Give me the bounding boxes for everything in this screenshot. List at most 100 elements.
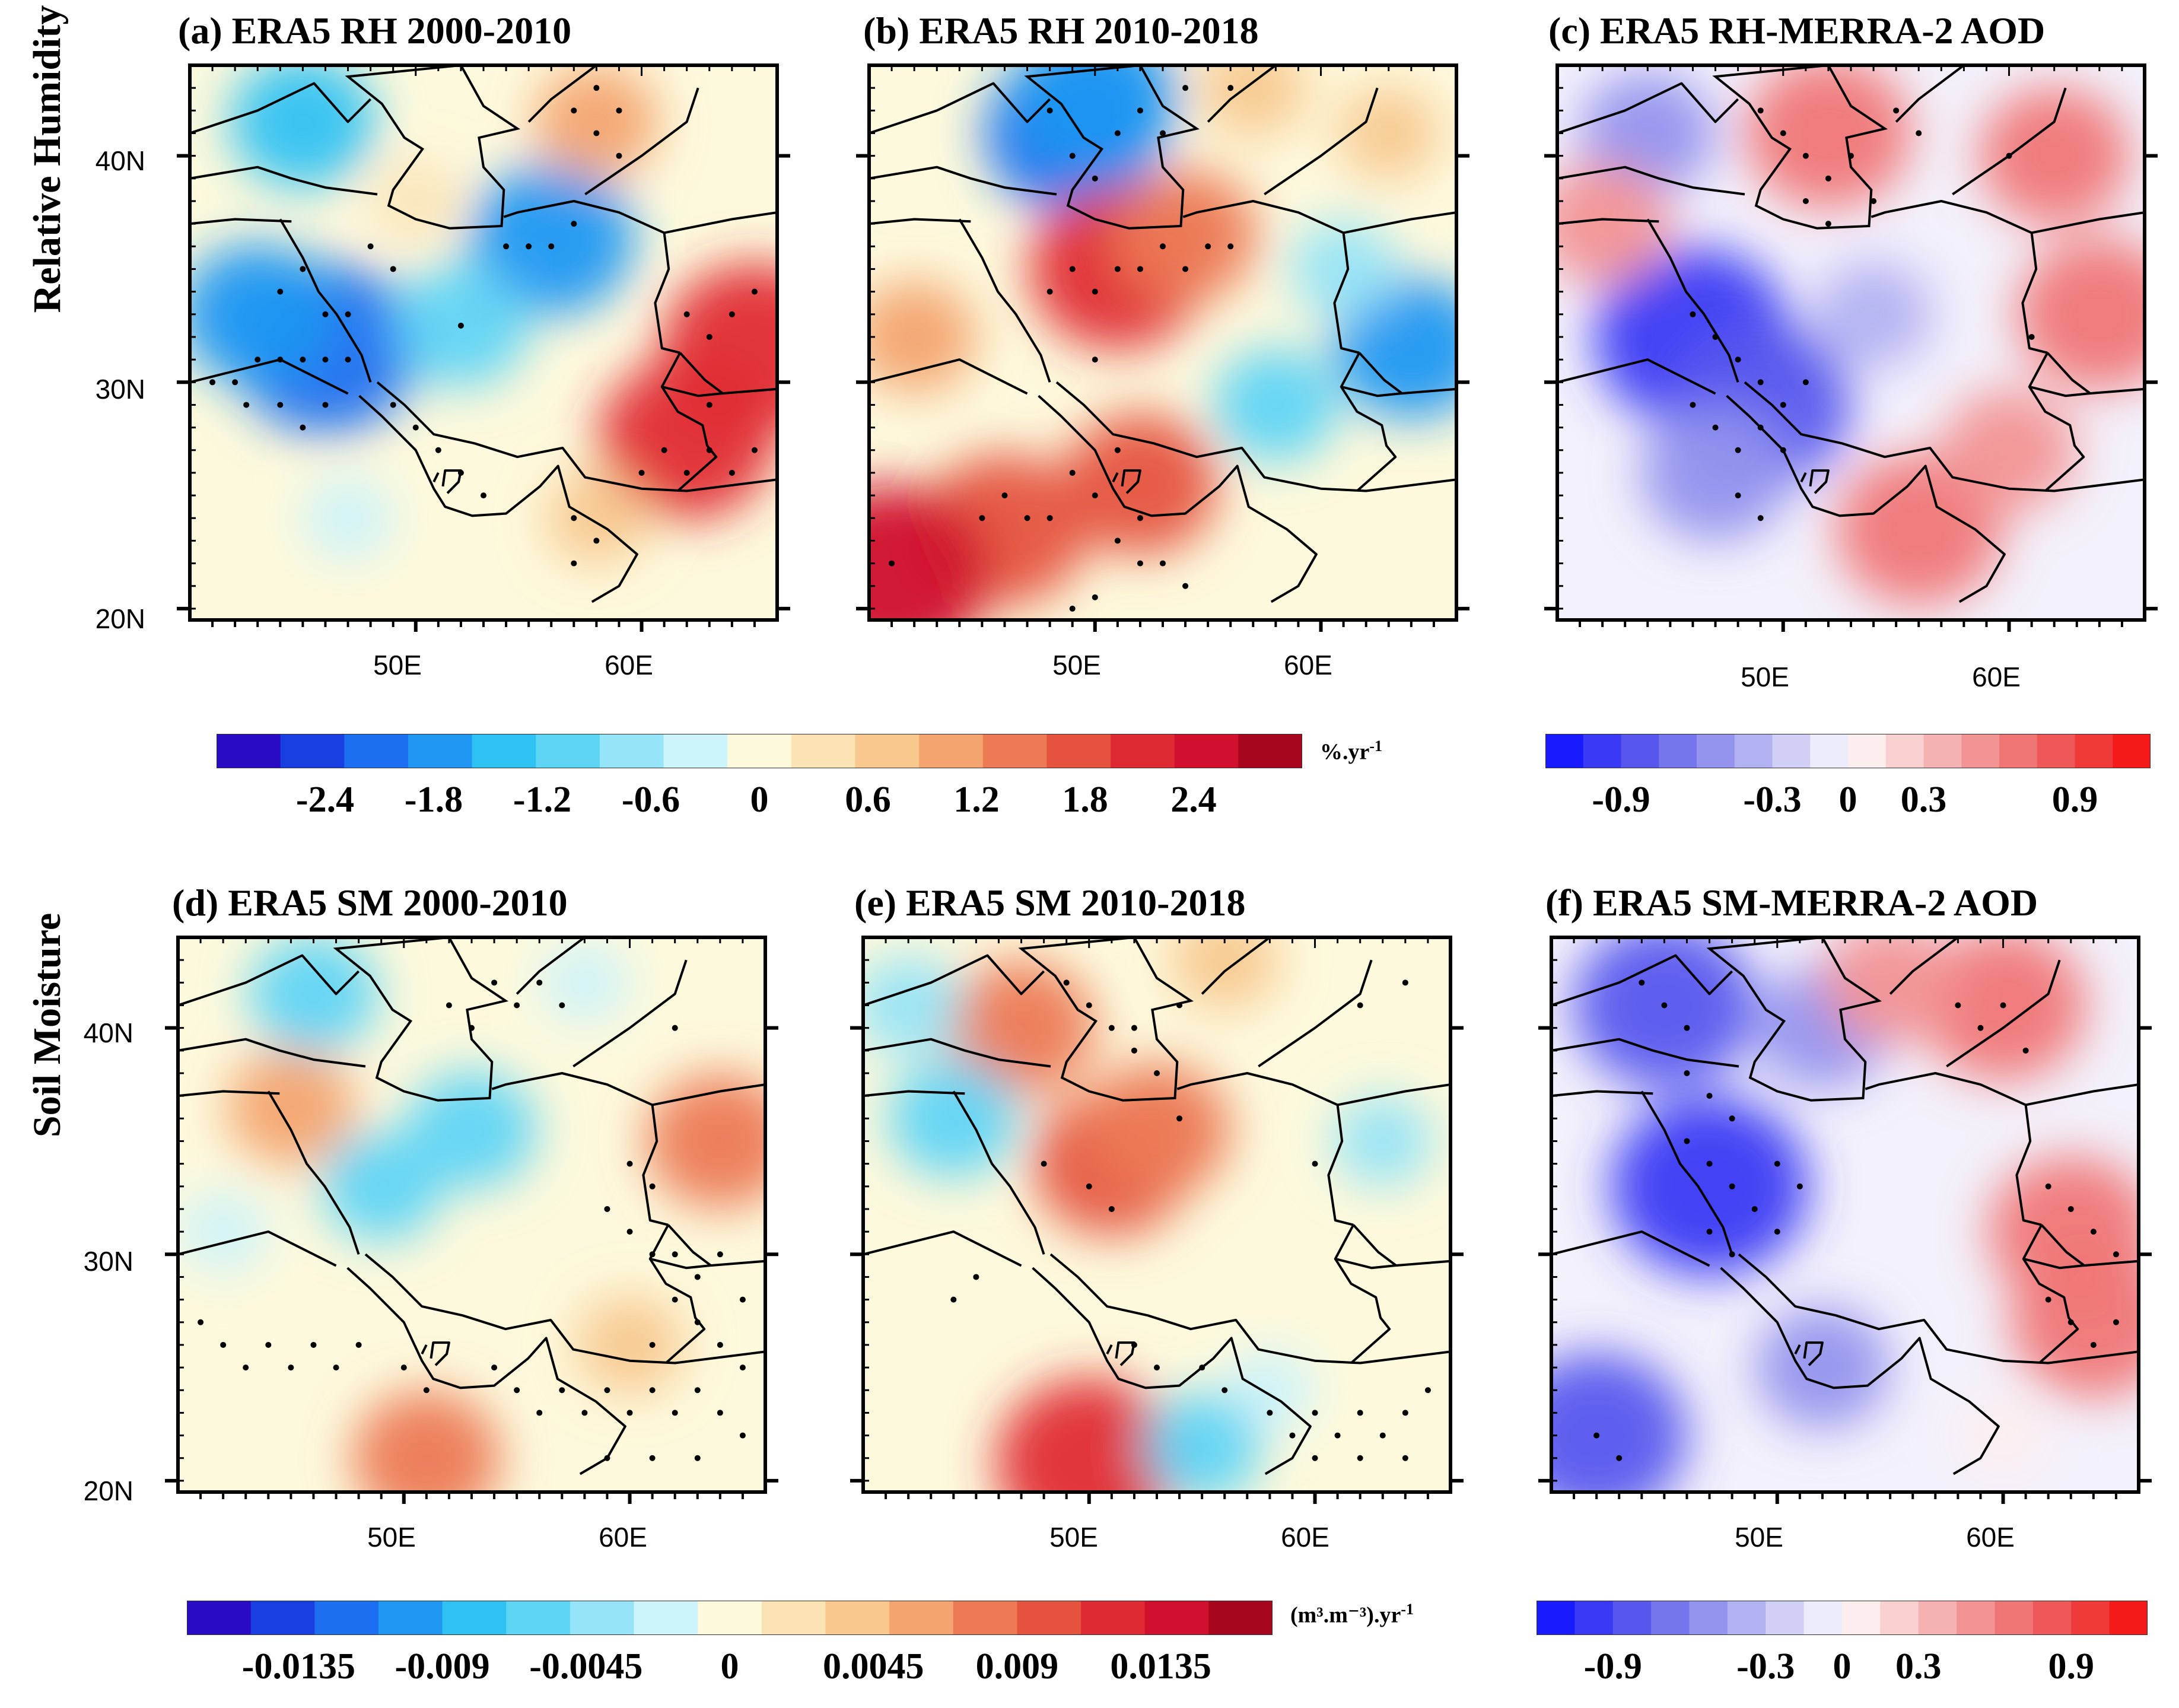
significance-dot [672,1296,678,1303]
significance-dot [1092,357,1098,363]
significance-dot [729,469,735,476]
significance-dot [277,357,284,363]
colorbar-swatch [314,1601,379,1635]
lon-label-60e-b: 60E [1284,650,1332,680]
country-border [1720,1267,2000,1475]
caspian-sea-outline [1018,937,1194,1102]
colorbar-swatch [1111,734,1175,768]
significance-dot [1108,1025,1115,1031]
country-border [1106,1344,1113,1355]
significance-dot [1751,1206,1758,1212]
anomaly-blob [575,1294,685,1395]
lon-label-60e-e: 60E [1281,1522,1329,1553]
significance-dot [694,1455,701,1461]
panel-title-a: (a) ERA5 RH 2000-2010 [178,9,572,52]
colorbar-swatch [1621,734,1659,768]
colorbar-sm-trend [187,1601,1273,1635]
colorbar-swatch [663,734,728,768]
lon-label-60e-c: 60E [1972,661,2021,692]
significance-dot [1289,1432,1296,1439]
panel-title-b: (b) ERA5 RH 2010-2018 [863,9,1259,52]
significance-dot [457,322,464,329]
anomaly-blob [889,1060,1018,1177]
significance-dot [979,515,985,521]
country-border [178,1038,366,1068]
significance-dot [1176,1002,1183,1009]
colorbar-tick-label: 0.6 [845,780,891,820]
colorbar-swatch [472,734,536,768]
significance-dot [1729,1115,1735,1122]
colorbar-tick-label: -0.0045 [529,1646,643,1687]
significance-dot [491,979,498,986]
significance-dot [300,357,306,363]
significance-dot [255,357,261,363]
significance-dot [1024,515,1030,521]
significance-dot [1706,1229,1713,1235]
colorbar-tick-label: 0 [720,1646,739,1687]
country-border [1557,218,1659,225]
significance-dot [209,379,216,386]
significance-dot [1131,1047,1137,1054]
significance-dot [1757,379,1764,386]
significance-dot [1825,175,1831,182]
significance-dot [1069,266,1076,272]
country-border [190,218,292,225]
anomaly-blob [863,955,963,1055]
significance-dot [514,1002,520,1009]
anomaly-blob [2011,1246,2139,1398]
significance-dot [2067,1319,2074,1325]
significance-dot [1069,605,1076,612]
significance-dot [536,1410,543,1416]
significance-dot [1639,979,1645,986]
significance-dot [469,1025,475,1031]
significance-dot [1092,288,1098,295]
significance-dot [243,402,250,408]
significance-dot [694,1319,701,1325]
anomaly-blob [226,1048,355,1166]
country-border [421,1344,428,1355]
country-border [178,954,360,1007]
lat-label-40n-top: 40N [95,145,145,176]
significance-dot [1312,1455,1318,1461]
country-border [1726,395,2006,603]
significance-dot [355,1341,362,1348]
significance-dot [514,1387,520,1394]
significance-dot [367,243,374,250]
colorbar-swatch [1994,1601,2034,1635]
significance-dot [1160,560,1166,567]
significance-dot [559,1387,565,1394]
anomaly-blob [178,1190,269,1273]
colorbar-swatch [2071,1601,2110,1635]
colorbar-swatch [1734,734,1773,768]
country-border [1871,200,2032,234]
colorbar-tick-label: 0 [1833,1646,1852,1687]
colorbar-tick-label: 1.8 [1062,780,1108,820]
significance-dot [1176,1115,1183,1122]
country-border [869,82,1051,135]
significance-dot [661,447,667,453]
colorbar-swatch [761,1601,826,1635]
country-border [267,1090,360,1255]
significance-dot [706,447,712,453]
significance-dot [1616,1455,1623,1461]
significance-dot [694,1387,701,1394]
country-border [1895,65,1965,123]
country-border [1557,166,1745,196]
country-border [863,1090,965,1098]
significance-dot [503,243,510,250]
country-border [358,395,638,603]
significance-dot [1086,1183,1092,1189]
significance-dot [1757,515,1764,521]
country-border [1809,469,1830,494]
significance-dot [1729,1183,1735,1189]
country-border [1032,1267,1312,1475]
significance-dot [446,1002,452,1009]
significance-dot [1114,130,1121,136]
significance-dot [649,1387,656,1394]
lon-label-50e-c: 50E [1741,661,1789,692]
country-border [649,1258,706,1364]
country-border [572,959,688,1068]
significance-dot [1182,583,1189,589]
country-border [527,65,597,123]
country-border [1334,1224,1450,1270]
